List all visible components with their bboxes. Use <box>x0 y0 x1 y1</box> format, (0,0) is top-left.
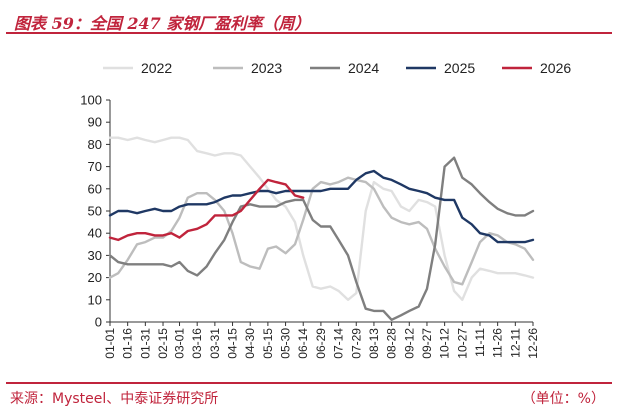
line-chart: 2022 2023 2024 2025 2026 0 10 20 30 40 50 60 70 80 90… <box>80 60 571 359</box>
x-tick-label: 01-01 <box>103 328 117 359</box>
y-tick-label: 70 <box>88 159 102 174</box>
x-tick-label: 08-13 <box>367 328 381 359</box>
legend-label-2025: 2025 <box>444 60 475 76</box>
x-tick-label: 01-16 <box>121 328 135 359</box>
figure-title-text: 图表 59：全国 247 家钢厂盈利率（周） <box>14 14 311 33</box>
x-tick-label: 01-31 <box>138 328 152 359</box>
x-tick-label: 05-15 <box>261 328 275 359</box>
plot-area <box>108 136 535 321</box>
x-tick-label: 03-01 <box>173 328 187 359</box>
figure-title: 图表 59：全国 247 家钢厂盈利率（周） <box>6 6 612 34</box>
series-line-2022 <box>108 136 535 301</box>
y-tick-label: 100 <box>80 93 102 108</box>
x-tick-label: 04-30 <box>243 328 257 359</box>
x-tick-label: 06-14 <box>296 328 310 359</box>
legend-label-2022: 2022 <box>141 60 172 76</box>
x-tick-label: 03-16 <box>190 328 204 359</box>
y-tick-label: 50 <box>88 204 102 219</box>
source-note: 来源：Mysteel、中泰证券研究所 <box>10 391 219 407</box>
x-tick-label: 09-27 <box>420 328 434 359</box>
y-tick-label: 30 <box>88 248 102 263</box>
x-tick-label: 11-11 <box>473 328 487 357</box>
y-tick-label: 80 <box>88 137 102 152</box>
x-tick-label: 02-15 <box>156 328 170 359</box>
x-tick-label: 11-26 <box>491 328 505 358</box>
y-axis: 0 10 20 30 40 50 60 70 80 90 100 <box>80 93 111 330</box>
series-line-2025 <box>108 169 535 244</box>
x-tick-label: 07-14 <box>332 328 346 359</box>
legend-label-2024: 2024 <box>348 60 379 76</box>
x-tick-label: 09-12 <box>402 328 416 359</box>
series-line-2023 <box>108 176 535 286</box>
x-tick-label: 03-31 <box>208 328 222 359</box>
x-axis: 01-01 01-16 01-31 02-15 03-01 03-16 03-31 04-15… <box>103 321 540 359</box>
x-tick-label: 05-30 <box>279 328 293 359</box>
x-tick-label: 04-15 <box>226 328 240 359</box>
series-line-2024 <box>108 156 535 321</box>
footer-divider <box>6 382 612 384</box>
x-tick-label: 10-27 <box>455 328 469 359</box>
legend-label-2023: 2023 <box>251 60 282 76</box>
y-tick-label: 40 <box>88 226 102 241</box>
legend-label-2026: 2026 <box>540 60 571 76</box>
x-tick-label: 12-26 <box>526 328 540 359</box>
x-tick-label: 07-29 <box>349 328 363 359</box>
x-tick-label: 10-12 <box>438 328 452 359</box>
x-tick-label: 06-29 <box>314 328 328 359</box>
y-tick-label: 90 <box>88 115 102 130</box>
x-tick-label: 12-11 <box>508 328 522 358</box>
unit-note: （单位：%） <box>521 391 605 407</box>
y-tick-label: 10 <box>88 292 102 307</box>
x-tick-label: 08-28 <box>385 328 399 359</box>
series-line-2026 <box>108 178 305 242</box>
y-tick-label: 20 <box>88 270 102 285</box>
chart-legend: 2022 2023 2024 2025 2026 <box>103 60 571 76</box>
title-divider <box>6 32 612 34</box>
y-tick-label: 60 <box>88 181 102 196</box>
y-tick-label: 0 <box>95 315 102 330</box>
